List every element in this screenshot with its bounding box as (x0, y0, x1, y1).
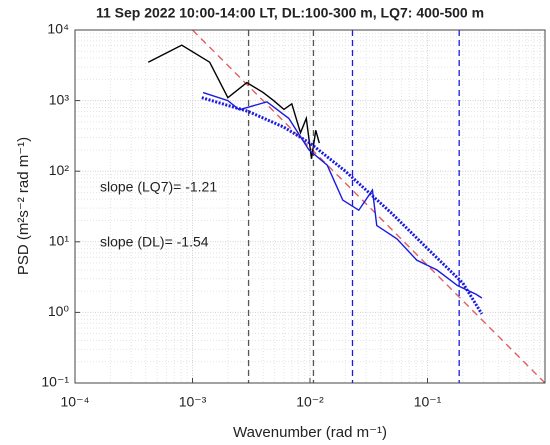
y-axis-label: PSD (m²s⁻² rad m⁻¹) (15, 137, 32, 275)
y-tick-label: 10² (49, 162, 70, 178)
y-tick-label: 10¹ (49, 233, 70, 249)
y-tick-label: 10⁴ (47, 21, 69, 37)
y-tick-label: 10³ (49, 91, 70, 107)
series-line (201, 96, 484, 315)
x-axis-label: Wavenumber (rad m⁻¹) (233, 424, 387, 441)
x-tick-label: 10⁻² (296, 394, 324, 410)
plot-area (75, 30, 545, 383)
x-tick-label: 10⁻⁴ (61, 394, 90, 410)
annotation: slope (LQ7)= -1.21 (100, 179, 217, 195)
x-tick-label: 10⁻¹ (414, 394, 442, 410)
chart-title: 11 Sep 2022 10:00-14:00 LT, DL:100-300 m… (96, 5, 484, 21)
annotation: slope (DL)= -1.54 (100, 234, 209, 250)
y-tick-label: 10⁰ (48, 303, 70, 319)
x-tick-label: 10⁻³ (179, 394, 207, 410)
plot-frame (74, 29, 546, 384)
y-tick-label: 10⁻¹ (41, 374, 69, 390)
series-line (202, 91, 483, 299)
